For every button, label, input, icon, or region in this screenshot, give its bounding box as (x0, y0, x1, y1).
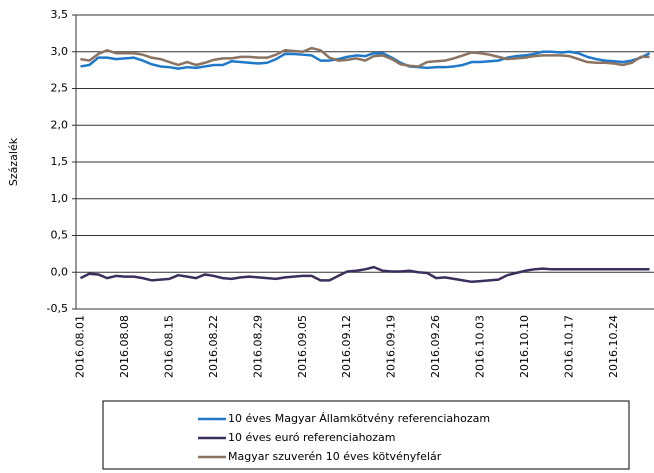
y-tick-label: -0,5 (47, 302, 68, 315)
y-tick-label: 1,0 (51, 192, 69, 205)
x-tick-label: 2016.09.26 (429, 315, 442, 378)
series-line (79, 265, 650, 284)
x-tick-label: 2016.09.05 (296, 315, 309, 378)
legend-box (102, 400, 630, 470)
x-tick-label: 2016.09.12 (340, 315, 353, 378)
series-line (80, 50, 651, 70)
series-line (80, 46, 650, 68)
y-tick-label: 0,5 (51, 229, 69, 242)
x-tick-label: 2016.10.10 (518, 315, 531, 378)
y-tick-label: 0,0 (51, 265, 69, 278)
y-tick-label: 3,5 (51, 8, 69, 21)
x-tick-label: 2016.08.22 (207, 315, 220, 378)
y-tick-label: 3,0 (51, 45, 69, 58)
x-tick-label: 2016.10.03 (474, 315, 487, 378)
legend-label: 10 éves Magyar Államkötvény referenciaho… (228, 412, 490, 425)
x-tick-label: 2016.08.08 (118, 315, 131, 378)
legend-label: 10 éves euró referenciahozam (228, 431, 396, 444)
y-axis-label: Százalék (7, 137, 20, 186)
legend-label: Magyar szuverén 10 éves kötvényfelár (228, 450, 442, 463)
y-tick-label: 1,5 (51, 155, 69, 168)
x-tick-label: 2016.10.24 (607, 315, 620, 378)
y-tick-label: 2,0 (51, 118, 69, 131)
x-tick-label: 2016.10.17 (563, 315, 576, 378)
x-tick-label: 2016.08.01 (73, 315, 86, 378)
x-tick-label: 2016.08.29 (251, 315, 264, 378)
x-tick-label: 2016.09.19 (385, 315, 398, 378)
y-tick-label: 2,5 (51, 82, 69, 95)
x-tick-label: 2016.08.15 (162, 315, 175, 378)
